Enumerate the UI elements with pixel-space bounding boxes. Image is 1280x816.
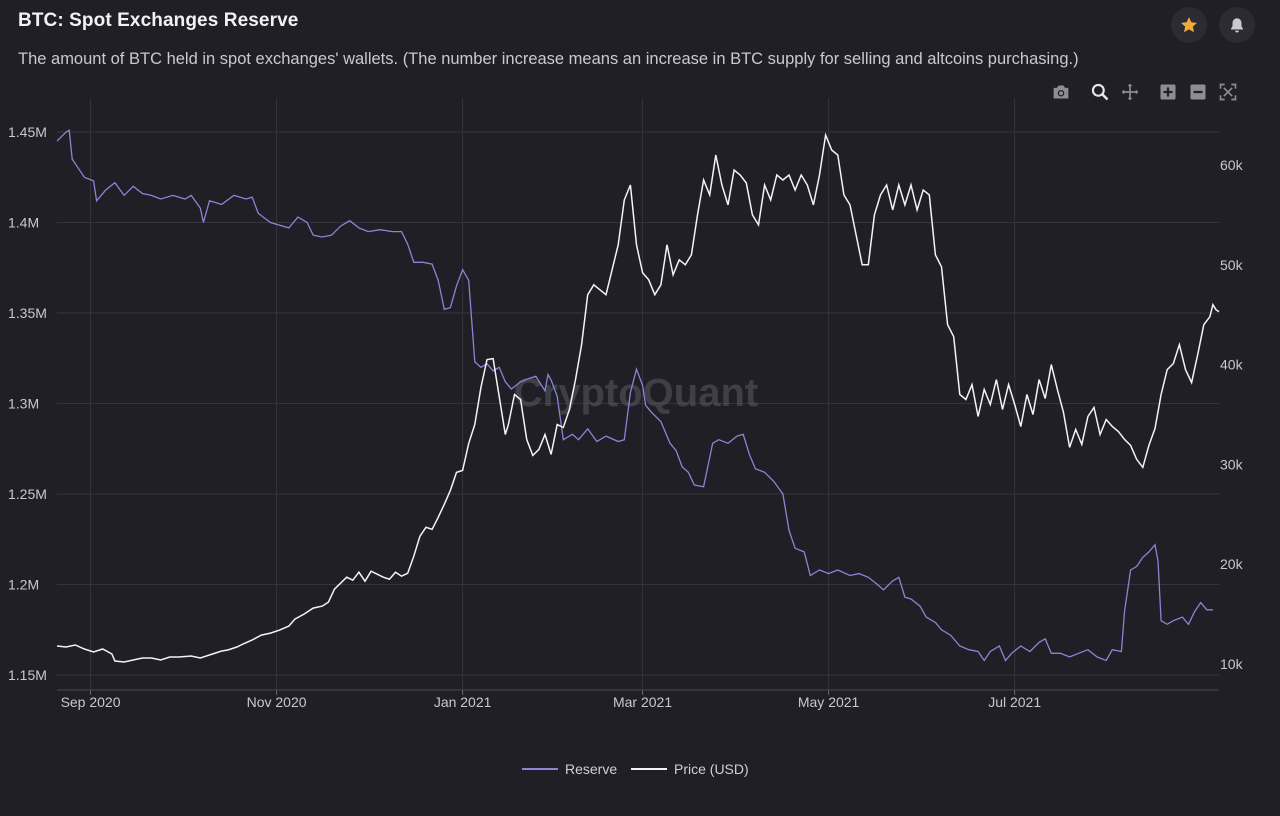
legend-label: Price (USD) — [674, 761, 749, 777]
reset-zoom-button[interactable] — [1216, 80, 1240, 104]
zoom-in-button[interactable] — [1156, 80, 1180, 104]
chart-description: The amount of BTC held in spot exchanges… — [18, 50, 1079, 68]
pan-tool-button[interactable] — [1118, 80, 1142, 104]
x-axis: Sep 2020 Nov 2020 Jan 2021 Mar 2021 May 2021… — [57, 689, 1219, 710]
price-series-line — [56, 132, 1220, 663]
zoom-icon — [1091, 83, 1109, 101]
pan-icon — [1121, 83, 1139, 101]
zoom-in-icon — [1160, 84, 1176, 100]
right-tick-label: 40k — [1220, 357, 1244, 373]
legend-item-reserve[interactable]: Reserve — [522, 758, 617, 780]
chart-toolbar — [1046, 80, 1246, 104]
left-axis: 1.15M 1.2M 1.25M 1.3M 1.35M 1.4M 1.45M — [8, 124, 47, 683]
x-tick-label: Mar 2021 — [613, 694, 672, 710]
right-tick-label: 10k — [1220, 656, 1244, 672]
download-image-button[interactable] — [1049, 80, 1073, 104]
left-tick-label: 1.45M — [8, 124, 47, 140]
chart-legend: Reserve Price (USD) — [0, 758, 1280, 780]
left-tick-label: 1.15M — [8, 667, 47, 683]
star-icon — [1181, 17, 1197, 33]
page-title: BTC: Spot Exchanges Reserve — [18, 10, 299, 31]
camera-icon — [1053, 85, 1069, 99]
legend-label: Reserve — [565, 761, 618, 777]
zoom-out-icon — [1190, 84, 1206, 100]
favorite-button[interactable] — [1171, 7, 1207, 43]
left-tick-label: 1.2M — [8, 577, 39, 593]
reset-icon — [1219, 83, 1237, 101]
x-tick-label: Jul 2021 — [988, 694, 1041, 710]
watermark: CryptoQuant — [514, 371, 758, 415]
zoom-tool-button[interactable] — [1088, 80, 1112, 104]
legend-swatch-price — [631, 768, 667, 770]
chart-grid — [57, 98, 1219, 690]
reserve-series-line — [56, 129, 1213, 662]
x-tick-label: Nov 2020 — [247, 694, 307, 710]
legend-swatch-reserve — [522, 768, 558, 770]
left-tick-label: 1.35M — [8, 305, 47, 321]
legend-item-price[interactable]: Price (USD) — [631, 758, 749, 780]
right-tick-label: 50k — [1220, 257, 1244, 273]
left-tick-label: 1.3M — [8, 396, 39, 412]
right-tick-label: 60k — [1220, 157, 1244, 173]
x-tick-label: May 2021 — [798, 694, 860, 710]
x-tick-label: Jan 2021 — [434, 694, 492, 710]
x-tick-label: Sep 2020 — [61, 694, 121, 710]
right-axis: 10k 20k 30k 40k 50k 60k — [1220, 157, 1244, 672]
bell-icon — [1231, 18, 1243, 33]
left-tick-label: 1.4M — [8, 215, 39, 231]
right-tick-label: 30k — [1220, 456, 1244, 472]
left-tick-label: 1.25M — [8, 486, 47, 502]
alert-button[interactable] — [1219, 7, 1255, 43]
zoom-out-button[interactable] — [1186, 80, 1210, 104]
right-tick-label: 20k — [1220, 556, 1244, 572]
